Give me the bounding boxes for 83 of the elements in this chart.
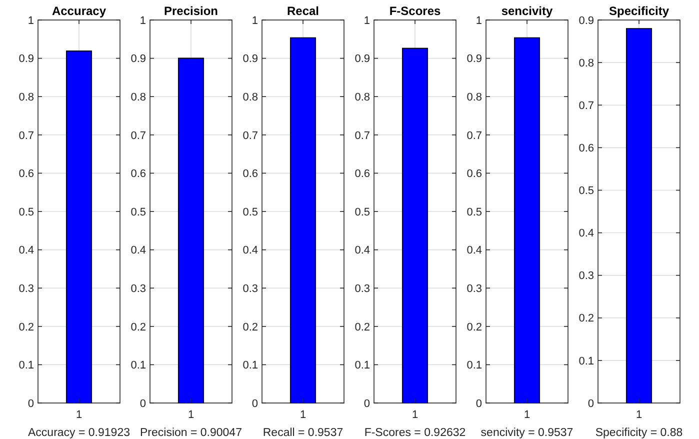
y-tick-label: 0.8 [18, 91, 34, 104]
y-tick-label: 0.8 [578, 57, 594, 70]
y-tick-label: 0.1 [354, 360, 370, 372]
y-tick-label: 0.5 [354, 206, 370, 218]
y-tick-label: 1 [140, 14, 146, 27]
y-tick-label: 0.3 [354, 282, 370, 295]
y-tick-label: 0.6 [130, 168, 146, 180]
y-tick-label: 0.8 [466, 91, 482, 104]
x-axis-title: Specificity = 0.88 [595, 427, 683, 439]
y-tick-label: 0.2 [578, 312, 594, 325]
y-tick-label: 0.4 [130, 244, 146, 257]
y-tick-label: 0.9 [130, 53, 146, 66]
y-tick-label: 0.3 [18, 282, 34, 295]
x-axis-title: Recall = 0.9537 [262, 427, 344, 439]
y-tick-label: 0.9 [466, 53, 482, 66]
y-tick-label: 0.9 [18, 53, 34, 66]
y-tick-label: 0.6 [354, 168, 370, 180]
y-tick-label: 0.7 [466, 130, 482, 142]
y-tick-label: 0.5 [242, 206, 258, 218]
x-axis-title: Precision = 0.90047 [140, 427, 242, 439]
y-tick-label: 0.8 [354, 91, 370, 104]
y-tick-label: 0.5 [130, 206, 146, 218]
y-tick-label: 1 [252, 14, 258, 27]
y-tick-label: 0 [252, 398, 258, 410]
y-tick-label: 0.6 [466, 168, 482, 180]
y-tick-label: 0.8 [242, 91, 258, 104]
y-tick-label: 0 [140, 398, 146, 410]
y-tick-label: 0.7 [130, 130, 146, 142]
chart-title: Specificity [608, 4, 670, 18]
y-tick-label: 0.4 [578, 228, 594, 240]
x-tick-label: 1 [300, 409, 306, 421]
x-tick-label: 1 [188, 409, 194, 421]
y-tick-label: 0 [588, 398, 594, 410]
y-tick-label: 0.2 [18, 321, 34, 334]
y-tick-label: 0.1 [18, 360, 34, 372]
y-tick-label: 0.4 [242, 244, 258, 257]
y-tick-label: 0.9 [242, 53, 258, 66]
y-tick-label: 0.7 [354, 130, 370, 142]
x-axis-title: F-Scores = 0.92632 [364, 427, 466, 439]
y-tick-label: 0.8 [130, 91, 146, 104]
y-tick-label: 0.9 [578, 14, 594, 27]
y-tick-label: 0.2 [466, 321, 482, 334]
y-tick-label: 0.6 [18, 168, 34, 180]
y-tick-label: 0.2 [130, 321, 146, 334]
y-tick-label: 0.3 [242, 282, 258, 295]
chart-title: Accuracy [52, 4, 106, 18]
x-axis-title: sencivity = 0.9537 [480, 427, 574, 439]
x-tick-label: 1 [76, 409, 82, 421]
chart-title: Precision [164, 4, 218, 18]
y-tick-label: 1 [364, 14, 370, 27]
chart-title: F-Scores [389, 4, 441, 18]
x-tick-label: 1 [524, 409, 530, 421]
y-tick-label: 0.4 [354, 244, 370, 257]
y-tick-label: 0.4 [18, 244, 34, 257]
y-tick-label: 0 [364, 398, 370, 410]
x-axis-title: Accuracy = 0.91923 [28, 427, 130, 439]
y-tick-label: 0.5 [578, 185, 594, 198]
y-tick-label: 1 [476, 14, 482, 27]
y-tick-label: 0.2 [242, 321, 258, 334]
y-tick-label: 0.7 [242, 130, 258, 142]
y-tick-label: 0.3 [578, 270, 594, 282]
y-tick-label: 0.5 [18, 206, 34, 218]
y-tick-label: 0.1 [242, 360, 258, 372]
y-tick-label: 0.9 [354, 53, 370, 66]
y-tick-label: 0.4 [466, 244, 482, 257]
y-tick-label: 0.1 [130, 360, 146, 372]
x-tick-label: 1 [636, 409, 642, 421]
y-tick-label: 0.3 [130, 282, 146, 295]
y-tick-label: 0.2 [354, 321, 370, 334]
y-tick-label: 0.7 [18, 130, 34, 142]
chart-title: Recal [286, 4, 320, 18]
y-tick-label: 0.6 [578, 142, 594, 155]
y-tick-label: 0.5 [466, 206, 482, 218]
y-tick-label: 0.1 [578, 355, 594, 368]
y-tick-label: 1 [28, 14, 34, 27]
y-tick-label: 0 [28, 398, 34, 410]
y-tick-label: 0 [476, 398, 482, 410]
y-tick-label: 0.1 [466, 360, 482, 372]
y-tick-label: 0.7 [578, 100, 594, 112]
chart-title: sencivity [501, 4, 553, 18]
y-tick-label: 0.6 [242, 168, 258, 180]
y-tick-label: 0.3 [466, 282, 482, 295]
x-tick-label: 1 [412, 409, 418, 421]
